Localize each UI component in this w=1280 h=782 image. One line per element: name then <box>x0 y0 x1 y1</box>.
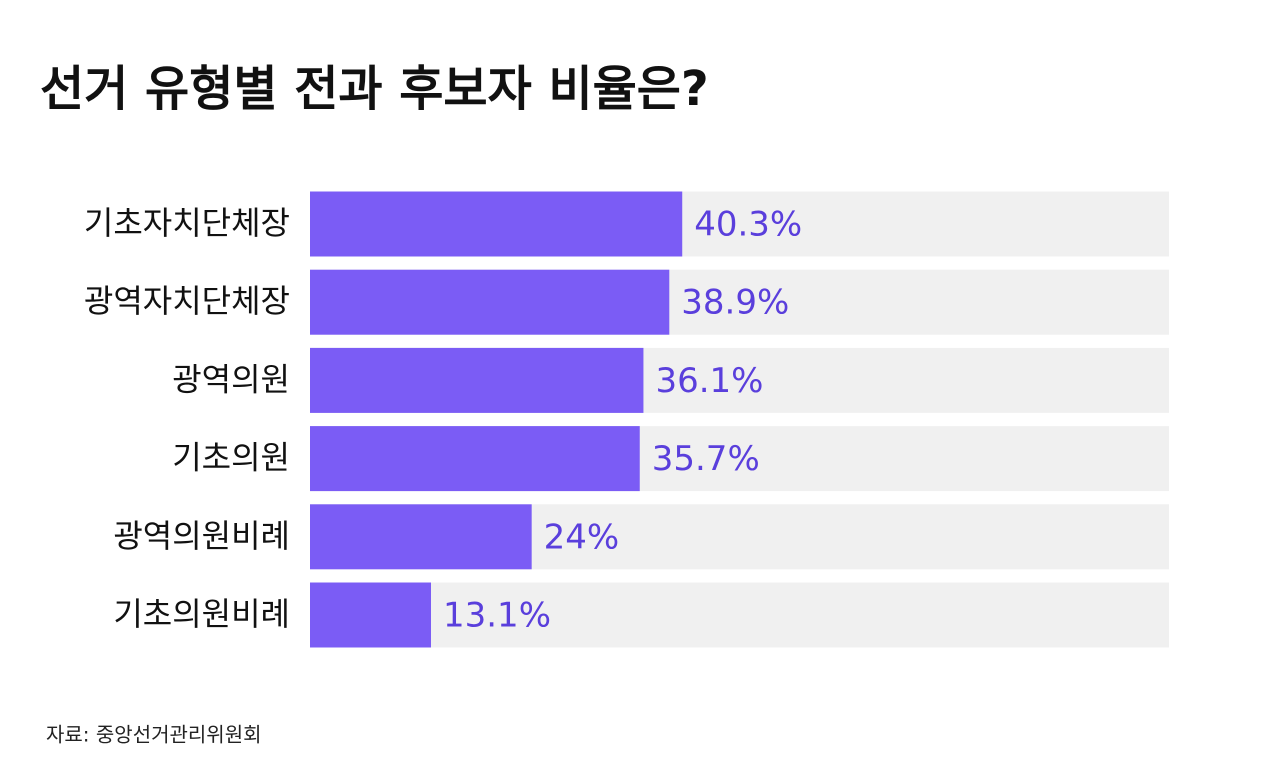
value-label: 38.9% <box>681 283 789 323</box>
bar <box>310 582 431 648</box>
bar-track <box>310 582 1169 648</box>
category-label: 기초자치단체장 <box>84 204 290 242</box>
value-label: 36.1% <box>655 361 763 401</box>
category-label: 광역의원 <box>172 360 290 398</box>
bar <box>310 426 640 492</box>
value-label: 13.1% <box>443 596 551 636</box>
value-label: 40.3% <box>694 205 802 245</box>
source: 자료: 중앙선거관리위원회 <box>46 723 262 747</box>
category-label: 기초의원 <box>172 439 290 477</box>
bar <box>310 269 670 335</box>
category-label: 기초의원비례 <box>113 595 290 633</box>
chart-title: 선거 유형별 전과 후보자 비율은? <box>40 61 709 117</box>
value-label: 24% <box>544 517 620 557</box>
bar <box>310 504 532 570</box>
value-label: 35.7% <box>652 439 760 479</box>
category-label: 광역의원비례 <box>113 517 290 555</box>
bar <box>310 347 644 413</box>
bar <box>310 191 683 257</box>
category-label: 광역자치단체장 <box>84 282 290 320</box>
